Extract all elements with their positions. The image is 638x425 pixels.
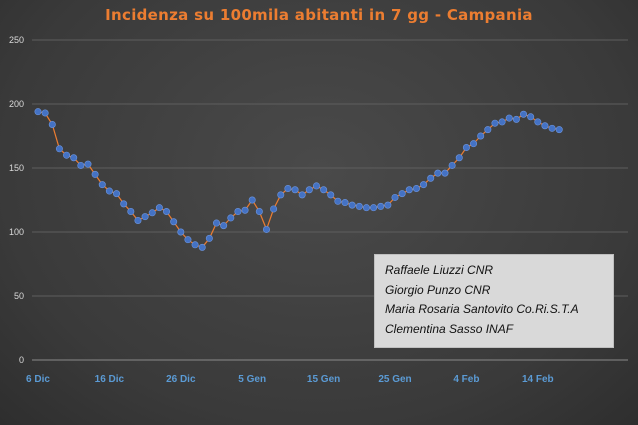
data-point <box>320 186 328 194</box>
data-point <box>548 124 556 132</box>
credit-line-3: Maria Rosaria Santovito Co.Ri.S.T.A <box>385 302 579 316</box>
credit-line-1: Raffaele Liuzzi CNR <box>385 263 494 277</box>
data-point <box>391 193 399 201</box>
x-tick-label: 4 Feb <box>453 374 479 385</box>
data-point <box>348 201 356 209</box>
x-tick-label: 25 Gen <box>378 374 411 385</box>
x-tick-label: 16 Dic <box>95 374 125 385</box>
chart-title: Incidenza su 100mila abitanti in 7 gg - … <box>105 6 533 24</box>
data-point <box>384 201 392 209</box>
data-point <box>277 191 285 199</box>
data-point <box>555 126 563 134</box>
data-point <box>155 204 163 212</box>
data-point <box>177 228 185 236</box>
x-tick-label: 26 Dic <box>166 374 196 385</box>
data-point <box>362 204 370 212</box>
data-point <box>484 126 492 134</box>
y-tick-label: 200 <box>9 99 24 109</box>
data-point <box>405 186 413 194</box>
data-point <box>134 216 142 224</box>
data-point <box>427 174 435 182</box>
data-point <box>220 222 228 230</box>
data-point <box>412 184 420 192</box>
data-point <box>198 243 206 251</box>
data-point <box>477 132 485 140</box>
x-tick-label: 14 Feb <box>522 374 554 385</box>
data-point <box>148 209 156 217</box>
data-point <box>520 110 528 118</box>
data-point <box>191 241 199 249</box>
y-tick-label: 100 <box>9 227 24 237</box>
data-point <box>291 186 299 194</box>
credits-box: Raffaele Liuzzi CNR Giorgio Punzo CNR Ma… <box>374 254 614 348</box>
data-point <box>255 208 263 216</box>
data-point <box>448 161 456 169</box>
data-point <box>541 122 549 130</box>
series-line <box>37 111 560 249</box>
data-point <box>284 184 292 192</box>
data-point <box>298 191 306 199</box>
data-point <box>491 119 499 127</box>
data-point <box>270 205 278 213</box>
data-point <box>370 204 378 212</box>
x-tick-label: 5 Gen <box>238 374 266 385</box>
x-tick-label: 15 Gen <box>307 374 340 385</box>
data-point <box>355 202 363 210</box>
data-point <box>505 114 513 122</box>
data-point <box>498 118 506 126</box>
data-point <box>84 160 92 168</box>
credit-line-2: Giorgio Punzo CNR <box>385 282 491 297</box>
data-point <box>470 140 478 148</box>
data-point <box>77 161 85 169</box>
data-point <box>48 120 56 128</box>
x-tick-label: 6 Dic <box>26 374 50 385</box>
data-point <box>205 234 213 242</box>
data-point <box>441 169 449 177</box>
y-tick-label: 50 <box>14 291 24 301</box>
data-point <box>434 169 442 177</box>
data-point <box>184 236 192 244</box>
data-point <box>227 214 235 222</box>
data-point <box>305 186 313 194</box>
data-point <box>327 191 335 199</box>
data-point <box>141 213 149 221</box>
data-point <box>120 200 128 208</box>
data-point <box>312 182 320 190</box>
data-point <box>55 145 63 153</box>
data-point <box>234 208 242 216</box>
data-point <box>527 113 535 121</box>
data-point <box>534 118 542 126</box>
data-point <box>241 206 249 214</box>
data-point <box>248 196 256 204</box>
data-point <box>41 109 49 117</box>
y-tick-label: 150 <box>9 163 24 173</box>
data-point <box>455 154 463 162</box>
data-point <box>170 218 178 226</box>
data-point <box>512 115 520 123</box>
data-point <box>91 170 99 178</box>
data-point <box>420 181 428 189</box>
data-point <box>34 108 42 116</box>
data-point <box>70 154 78 162</box>
data-point <box>63 151 71 159</box>
data-point <box>334 197 342 205</box>
data-point <box>462 144 470 152</box>
data-point <box>113 190 121 198</box>
data-point <box>262 225 270 233</box>
data-point <box>98 181 106 189</box>
data-point <box>127 208 135 216</box>
y-tick-label: 250 <box>9 35 24 45</box>
data-point <box>398 190 406 198</box>
data-point <box>163 208 171 216</box>
credit-line-4: Clementina Sasso INAF <box>385 321 514 336</box>
data-point <box>105 187 113 195</box>
data-point <box>341 199 349 207</box>
data-point <box>377 202 385 210</box>
y-tick-label: 0 <box>19 355 24 365</box>
data-point <box>213 219 221 227</box>
